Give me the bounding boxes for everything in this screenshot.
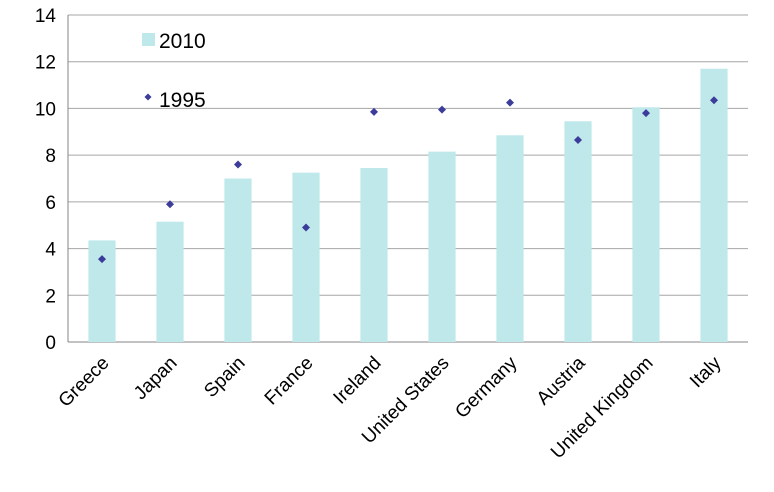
x-tick-label: Ireland [330,353,386,409]
y-tick-label: 0 [45,333,56,354]
legend-swatch-2010 [142,33,155,46]
bar [224,178,252,342]
legend: 2010 1995 [142,30,206,112]
y-tick-label: 10 [35,99,56,120]
bar [632,107,660,342]
y-tick-label: 12 [35,53,56,74]
bar [360,167,388,342]
y-tick-label: 8 [45,146,56,167]
bar [496,135,524,342]
point [642,109,650,118]
markers-1995 [98,96,718,264]
point [710,96,718,105]
x-tick-label: France [261,353,318,410]
point [234,160,242,169]
x-tick-label: Austria [533,352,590,409]
bar [428,151,456,342]
legend-label-2010: 2010 [159,30,206,53]
y-tick-label: 14 [35,6,57,27]
x-tick-label: Italy [686,352,726,392]
x-tick-label: Japan [130,353,181,404]
point [506,98,514,107]
y-tick-label: 4 [45,240,56,261]
x-tick-label: Germany [451,352,521,422]
point [574,135,582,144]
y-tick-labels: 0 2 4 6 8 10 12 14 [35,6,57,354]
y-tick-label: 6 [45,193,56,214]
bar [156,221,184,342]
legend-swatch-1995 [144,93,152,101]
bars-2010 [88,68,728,343]
point [98,255,106,264]
bar [564,121,592,343]
bar [292,172,320,342]
point [302,223,310,232]
bar [700,68,728,342]
legend-label-1995: 1995 [159,89,206,112]
x-tick-label: Spain [200,353,249,402]
point [370,107,378,116]
point [166,200,174,209]
y-tick-label: 2 [45,286,56,307]
point [438,105,446,114]
x-tick-label: Greece [55,353,114,412]
